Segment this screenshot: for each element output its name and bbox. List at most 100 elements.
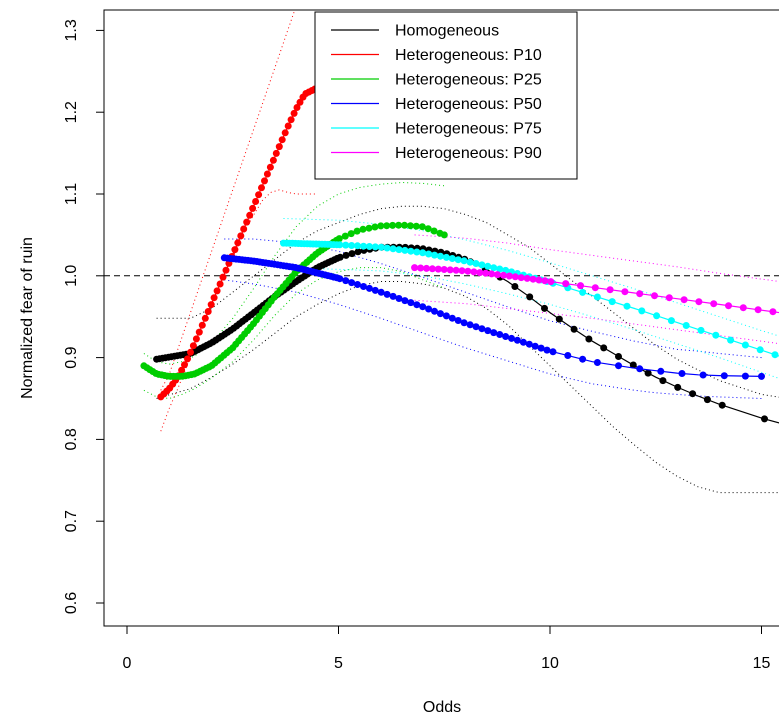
data-point bbox=[407, 247, 415, 255]
data-point bbox=[448, 255, 456, 262]
data-point bbox=[519, 338, 527, 346]
data-point bbox=[440, 231, 448, 239]
y-tick-label: 1.1 bbox=[63, 183, 80, 205]
data-point bbox=[353, 227, 361, 235]
data-point bbox=[413, 248, 421, 256]
data-point bbox=[478, 261, 486, 269]
data-point bbox=[771, 351, 779, 359]
data-point bbox=[278, 136, 286, 144]
data-point bbox=[446, 266, 454, 274]
y-tick-label: 0.8 bbox=[63, 428, 80, 450]
data-point bbox=[564, 352, 572, 359]
data-point bbox=[541, 277, 549, 285]
data-point bbox=[336, 241, 344, 249]
data-point bbox=[484, 262, 492, 270]
data-point bbox=[216, 280, 224, 288]
data-point bbox=[472, 323, 480, 331]
data-point bbox=[383, 222, 391, 230]
data-point bbox=[412, 222, 420, 230]
x-axis-label: Odds bbox=[423, 699, 461, 716]
data-point bbox=[659, 377, 667, 385]
legend-label: Homogeneous bbox=[395, 23, 499, 40]
data-point bbox=[440, 266, 448, 273]
confidence-band-upper bbox=[414, 234, 779, 282]
data-point bbox=[741, 372, 749, 380]
data-point bbox=[621, 288, 629, 296]
data-point bbox=[761, 415, 768, 423]
data-point bbox=[371, 286, 379, 294]
data-point bbox=[680, 296, 688, 304]
data-point bbox=[543, 346, 551, 354]
data-point bbox=[523, 274, 531, 282]
legend-label: Heterogeneous: P75 bbox=[395, 121, 542, 138]
data-point bbox=[454, 317, 462, 324]
data-point bbox=[478, 325, 486, 333]
data-point bbox=[555, 315, 563, 323]
data-point bbox=[275, 143, 283, 151]
legend-box bbox=[314, 11, 578, 180]
data-point bbox=[258, 184, 265, 192]
data-point bbox=[348, 242, 356, 249]
data-point bbox=[579, 288, 587, 296]
data-point bbox=[423, 264, 430, 272]
data-point bbox=[354, 281, 361, 288]
data-point bbox=[653, 312, 661, 320]
data-point bbox=[511, 283, 519, 290]
data-point bbox=[401, 246, 409, 254]
data-point bbox=[290, 109, 298, 117]
data-point bbox=[377, 243, 385, 251]
data-point bbox=[466, 258, 474, 266]
data-point bbox=[490, 329, 498, 337]
data-point bbox=[359, 225, 367, 233]
data-point bbox=[342, 251, 350, 259]
legend-label: Heterogeneous: P90 bbox=[395, 145, 542, 162]
data-point bbox=[448, 314, 456, 322]
data-point bbox=[517, 274, 525, 282]
y-tick-label: 1.0 bbox=[63, 265, 80, 287]
data-point bbox=[529, 275, 537, 283]
data-point bbox=[727, 336, 735, 344]
data-point bbox=[407, 299, 415, 307]
data-point bbox=[207, 301, 215, 309]
data-point bbox=[682, 322, 690, 329]
data-point bbox=[494, 271, 501, 279]
confidence-band-lower bbox=[224, 279, 762, 399]
data-point bbox=[198, 321, 206, 329]
data-point bbox=[657, 367, 665, 375]
y-tick-label: 0.9 bbox=[63, 346, 80, 368]
data-point bbox=[526, 293, 534, 301]
data-point bbox=[213, 287, 221, 295]
data-point bbox=[189, 342, 197, 350]
data-point bbox=[585, 335, 593, 343]
legend: Homogeneous Heterogeneous: P10 Heterogeneo… bbox=[314, 11, 578, 180]
data-point bbox=[389, 292, 397, 300]
data-point bbox=[261, 177, 268, 185]
y-axis-label: Normalized fear of ruin bbox=[19, 237, 36, 399]
data-point bbox=[263, 170, 271, 178]
data-point bbox=[252, 198, 260, 205]
data-point bbox=[531, 342, 539, 350]
data-point bbox=[240, 225, 248, 233]
data-point bbox=[249, 204, 257, 212]
confidence-band-lower bbox=[143, 267, 445, 400]
data-point bbox=[508, 334, 515, 342]
data-point bbox=[591, 284, 599, 292]
data-point bbox=[525, 340, 533, 348]
data-point bbox=[484, 327, 492, 335]
data-point bbox=[272, 149, 280, 157]
data-point bbox=[266, 163, 274, 171]
data-point bbox=[570, 325, 578, 333]
y-tick-label: 0.7 bbox=[63, 510, 80, 532]
confidence-band-lower bbox=[283, 267, 779, 379]
data-point bbox=[608, 298, 616, 306]
data-point bbox=[296, 98, 304, 106]
x-axis: 051015202530 bbox=[123, 625, 779, 672]
data-point bbox=[593, 293, 601, 301]
y-tick-label: 0.6 bbox=[63, 592, 80, 614]
data-point bbox=[181, 361, 188, 369]
data-point bbox=[644, 369, 652, 377]
data-point bbox=[442, 312, 450, 320]
data-point bbox=[428, 265, 436, 273]
data-point bbox=[537, 344, 545, 352]
data-point bbox=[431, 307, 438, 315]
